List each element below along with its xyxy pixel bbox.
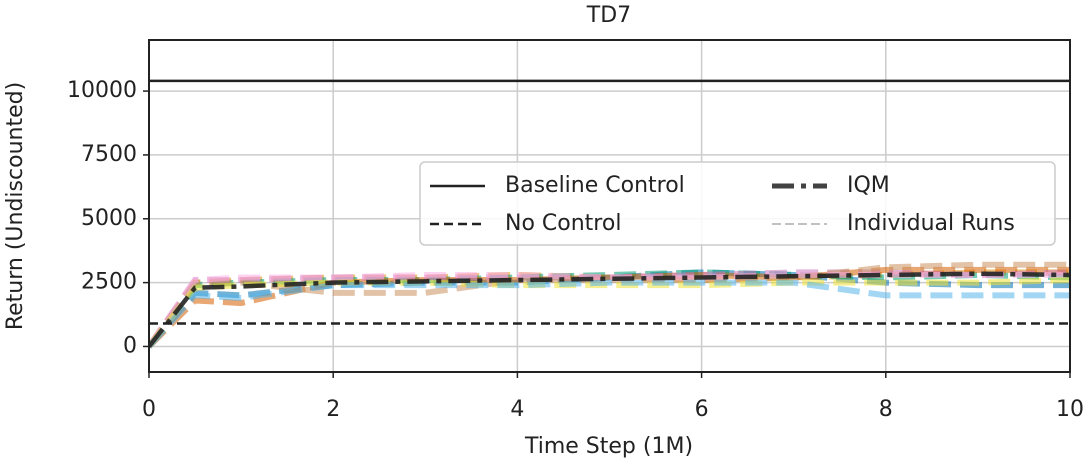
x-axis-label: Time Step (1M)	[524, 434, 693, 459]
x-tick-label: 4	[510, 397, 524, 422]
legend-label: Individual Runs	[847, 211, 1015, 236]
x-tick-label: 10	[1056, 397, 1084, 422]
x-tick-label: 8	[879, 397, 893, 422]
x-tick-label: 2	[326, 397, 340, 422]
y-tick-label: 7500	[81, 142, 137, 167]
chart-title: TD7	[586, 3, 631, 28]
y-tick-label: 10000	[67, 78, 137, 103]
y-axis-label: Return (Undiscounted)	[3, 82, 28, 330]
x-tick-label: 0	[142, 397, 156, 422]
legend-label: IQM	[847, 173, 890, 198]
run-line	[149, 279, 1070, 349]
iqm-line	[149, 271, 1070, 348]
x-tick-label: 6	[695, 397, 709, 422]
legend-label: No Control	[505, 211, 621, 236]
plot-frame	[148, 39, 1071, 373]
y-tick-label: 0	[123, 333, 137, 358]
legend-label: Baseline Control	[505, 173, 685, 198]
legend-box	[419, 161, 1056, 246]
y-tick-label: 2500	[81, 270, 137, 295]
y-tick-label: 5000	[81, 206, 137, 231]
